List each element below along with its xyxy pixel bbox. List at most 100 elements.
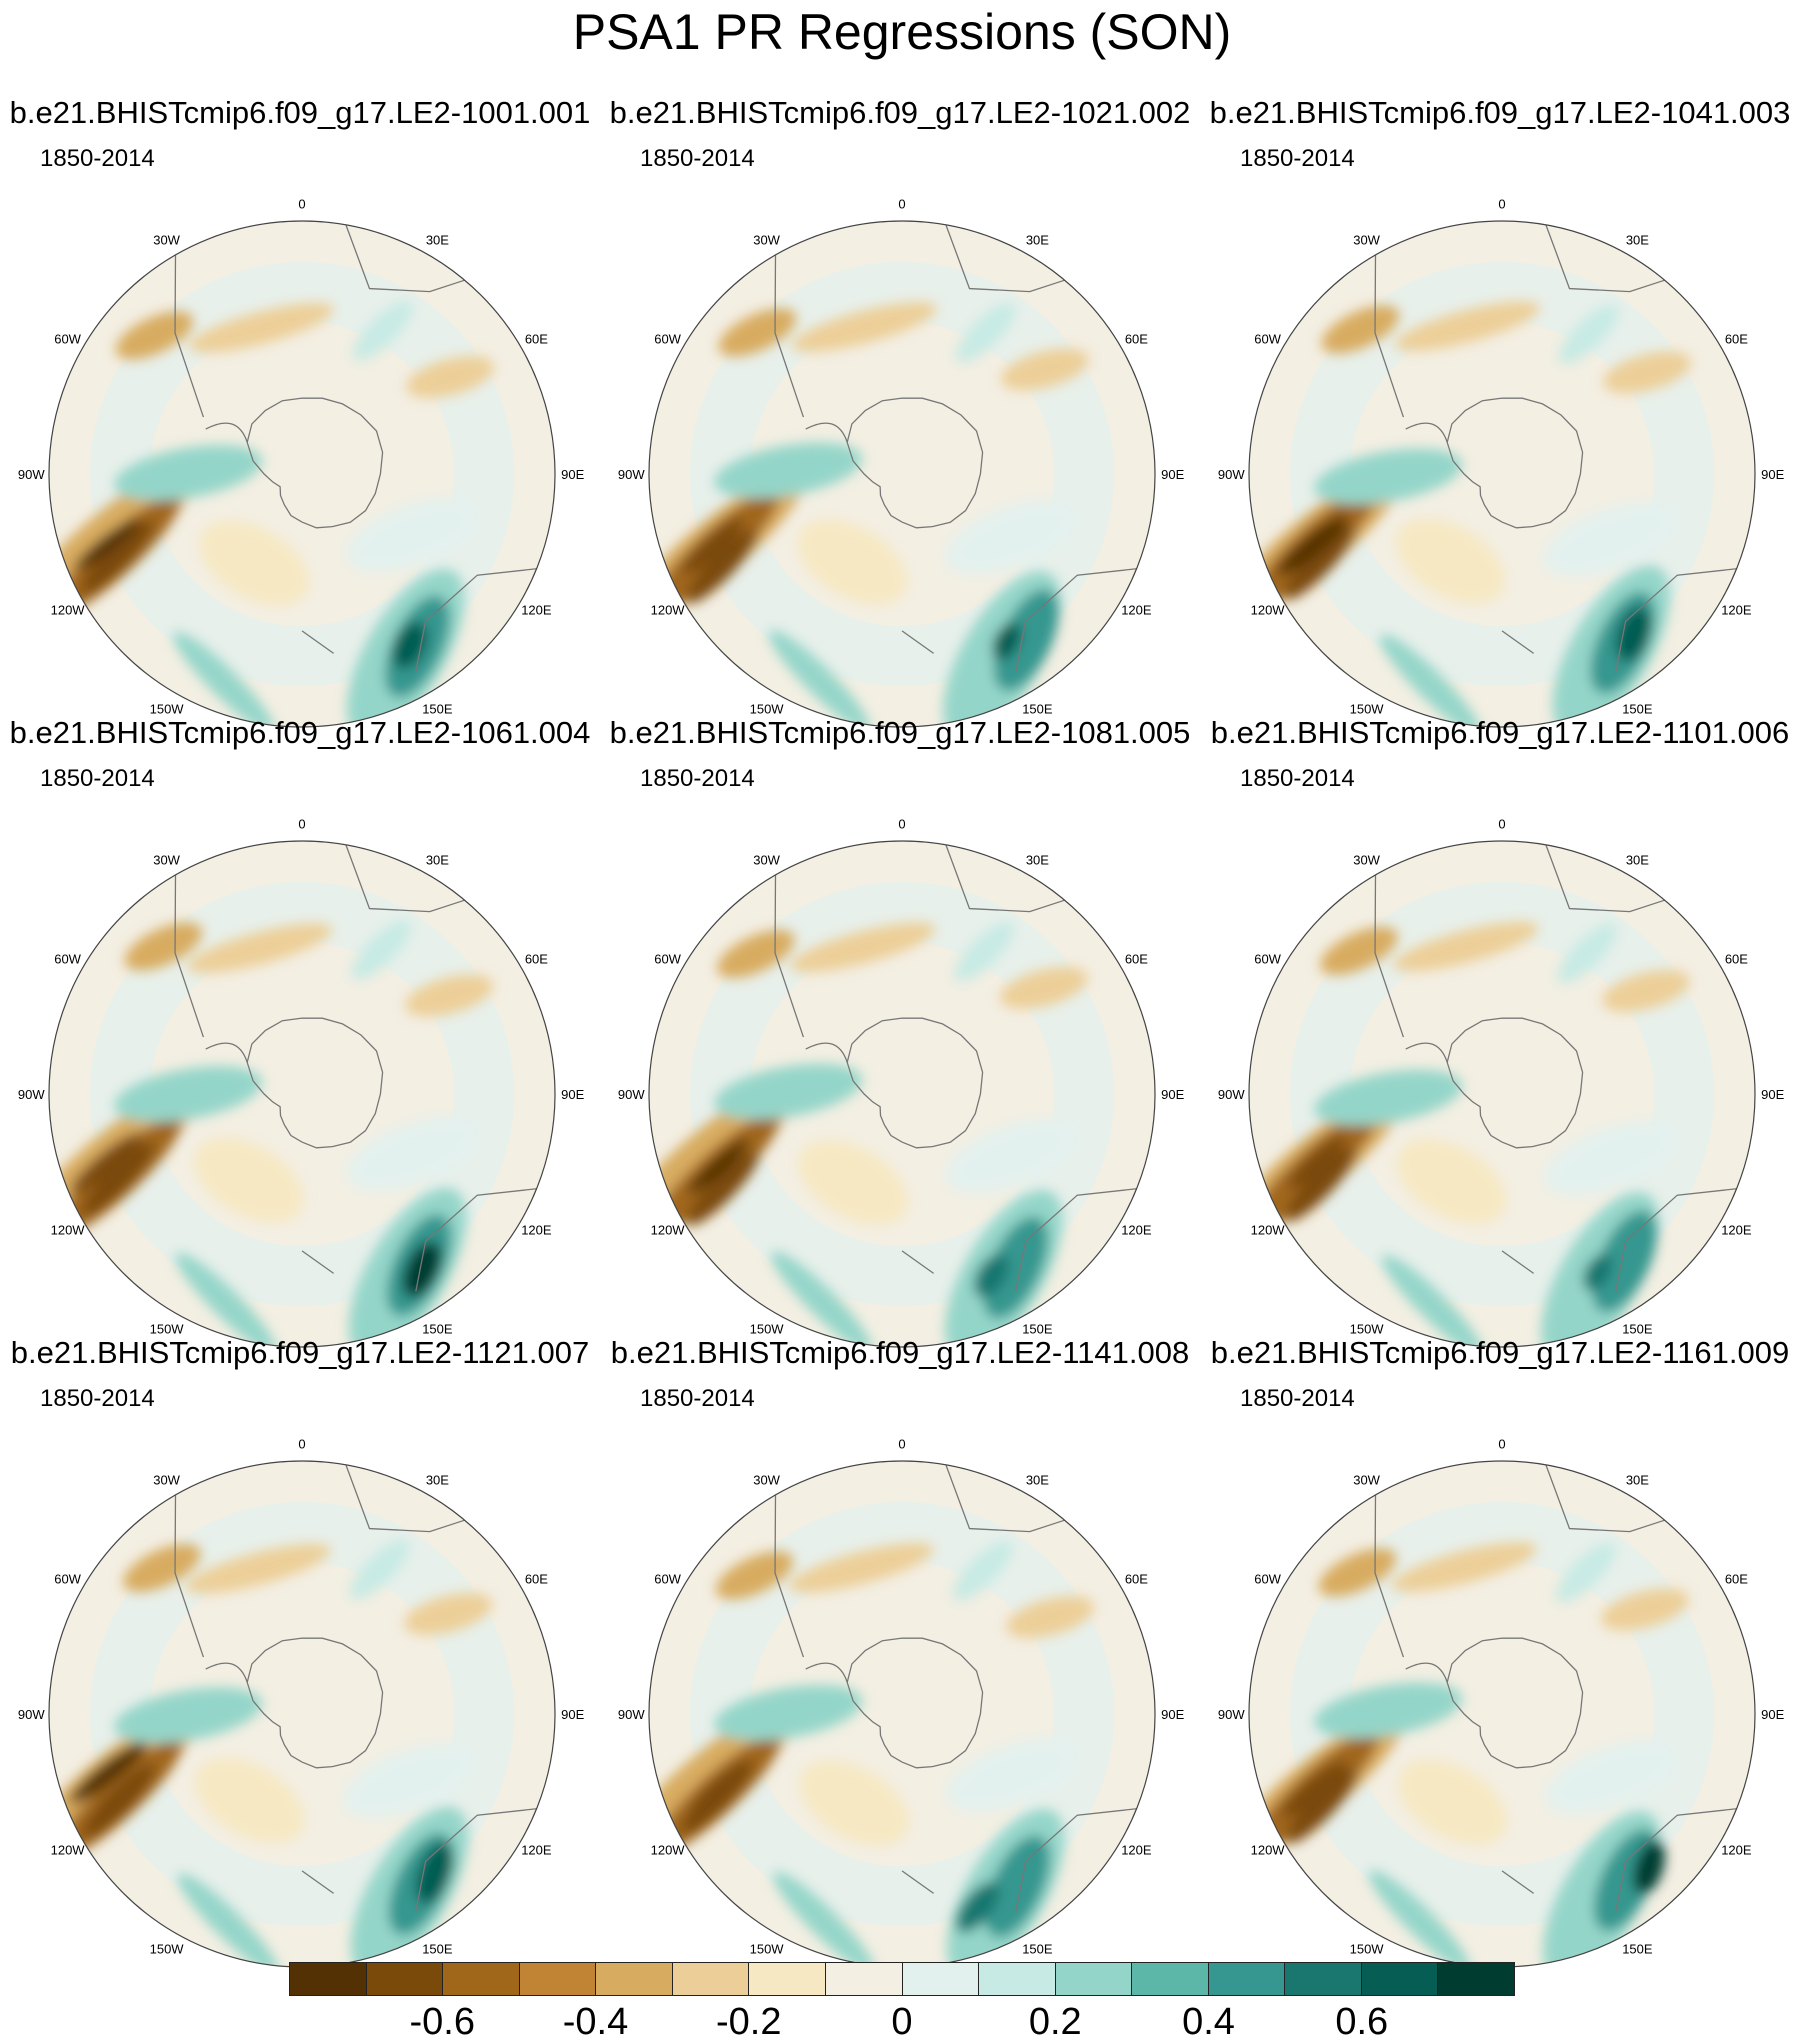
field-blob — [686, 529, 758, 604]
longitude-label: 30W — [753, 1473, 780, 1488]
longitude-label: 60W — [654, 332, 681, 347]
field-blob — [956, 1882, 1000, 1933]
longitude-label: 60W — [54, 1572, 81, 1587]
field-blob — [71, 1132, 142, 1193]
longitude-label: 30W — [753, 233, 780, 248]
longitude-label: 150E — [422, 1321, 453, 1336]
africa-coastline — [945, 1464, 1065, 1533]
field-blob — [114, 444, 263, 501]
field-ring — [1289, 881, 1715, 1307]
field-blob — [1320, 926, 1398, 976]
colorbar-swatch — [1438, 1963, 1514, 1995]
field-blob — [773, 1871, 875, 1967]
map-boundary — [648, 220, 1156, 728]
panel-title: b.e21.BHISTcmip6.f09_g17.LE2-1141.008 — [610, 1335, 1190, 1370]
longitude-label: 90E — [1761, 467, 1784, 482]
longitude-label: 90E — [1761, 1707, 1784, 1722]
field-blob — [188, 302, 334, 353]
south-america-coastline — [774, 874, 805, 1038]
colorbar-tick-label: 0.4 — [1182, 2001, 1235, 2043]
antarctica-coastline — [246, 397, 384, 529]
australia-coastline — [1015, 568, 1137, 672]
peninsula-coastline — [205, 1662, 248, 1683]
longitude-label: 150E — [422, 701, 453, 716]
field-blob — [1395, 518, 1506, 604]
regression-field — [649, 221, 1155, 727]
field-blob — [790, 922, 936, 973]
field-blob — [74, 518, 139, 570]
panel-title: b.e21.BHISTcmip6.f09_g17.LE2-1061.004 — [9, 715, 591, 750]
field-blob — [1603, 351, 1691, 394]
peninsula-coastline — [1405, 1042, 1448, 1063]
field-blob — [349, 1539, 410, 1600]
colorbar-swatch — [1208, 1963, 1286, 1995]
field-blob — [83, 1763, 155, 1838]
field-blob — [682, 518, 744, 574]
south-america-coastline — [1374, 874, 1405, 1038]
longitude-label: 30E — [1626, 233, 1649, 248]
map-panel: 030E60E90E120E150E180150W120W90W60W30Wb.… — [600, 1335, 1200, 1968]
field-blob — [1397, 1759, 1508, 1845]
field-blob — [1314, 1069, 1463, 1126]
field-blob — [955, 302, 1016, 363]
map-boundary — [1248, 220, 1756, 728]
longitude-label: 60W — [1254, 952, 1281, 967]
longitude-label: 90E — [1161, 1707, 1184, 1722]
field-blob — [945, 500, 1079, 575]
map-panel: 030E60E90E120E150E180150W120W90W60W30Wb.… — [0, 95, 600, 728]
antarctica-coastline — [846, 1017, 984, 1149]
longitude-label: 120W — [651, 602, 686, 617]
colorbar-swatch — [596, 1963, 673, 1995]
longitude-label: 150W — [750, 701, 785, 716]
field-blob — [199, 520, 310, 606]
field-blob — [1285, 1147, 1357, 1222]
colorbar-tick-label: 0.6 — [1335, 2001, 1389, 2043]
longitude-label: 60E — [1125, 332, 1148, 347]
colorbar-swatch — [979, 1963, 1056, 1995]
new-zealand-coastline — [1501, 630, 1535, 654]
longitude-label: 90W — [1218, 467, 1245, 482]
field-blob — [984, 1835, 1050, 1938]
longitude-label: 30E — [1026, 1473, 1049, 1488]
field-blob — [69, 1741, 147, 1804]
map-boundary — [1248, 840, 1756, 1348]
field-ring — [89, 1501, 515, 1927]
longitude-label: 60E — [525, 332, 548, 347]
longitude-label: 0 — [898, 196, 905, 211]
regression-field — [1249, 1461, 1755, 1967]
colorbar-swatch — [519, 1963, 597, 1995]
longitude-label: 60E — [525, 952, 548, 967]
polar-map: 030E60E90E120E150E180150W120W90W60W30W — [18, 1436, 585, 1968]
regression-field — [49, 221, 555, 727]
regression-field — [649, 841, 1155, 1347]
peninsula-coastline — [1405, 1662, 1448, 1683]
panel-title: b.e21.BHISTcmip6.f09_g17.LE2-1021.002 — [609, 95, 1191, 130]
longitude-label: 90W — [1218, 1087, 1245, 1102]
field-blob — [1001, 348, 1089, 391]
longitude-label: 150W — [750, 1321, 785, 1336]
longitude-label: 120W — [1251, 602, 1286, 617]
longitude-label: 150E — [1022, 1941, 1053, 1956]
longitude-label: 90W — [18, 467, 45, 482]
regression-field — [649, 1461, 1155, 1967]
field-blob — [1543, 502, 1677, 577]
australia-coastline — [1615, 568, 1737, 672]
period-label: 1850-2014 — [640, 1385, 755, 1412]
field-blob — [788, 1542, 934, 1593]
field-blob — [173, 631, 275, 727]
field-blob — [1379, 634, 1481, 727]
new-zealand-coastline — [301, 630, 335, 654]
africa-coastline — [1545, 844, 1665, 913]
peninsula-coastline — [805, 1662, 848, 1683]
field-blob — [945, 1119, 1079, 1194]
south-america-coastline — [774, 1494, 805, 1658]
field-blob — [177, 1873, 279, 1967]
longitude-label: 60E — [525, 1572, 548, 1587]
field-blob — [187, 923, 333, 974]
field-blob — [1321, 305, 1400, 354]
longitude-label: 120E — [521, 1222, 552, 1237]
polar-map: 030E60E90E120E150E180150W120W90W60W30W — [1218, 196, 1785, 728]
colorbar-swatch — [825, 1963, 903, 1995]
field-blob — [714, 442, 863, 499]
longitude-label: 30W — [153, 233, 180, 248]
